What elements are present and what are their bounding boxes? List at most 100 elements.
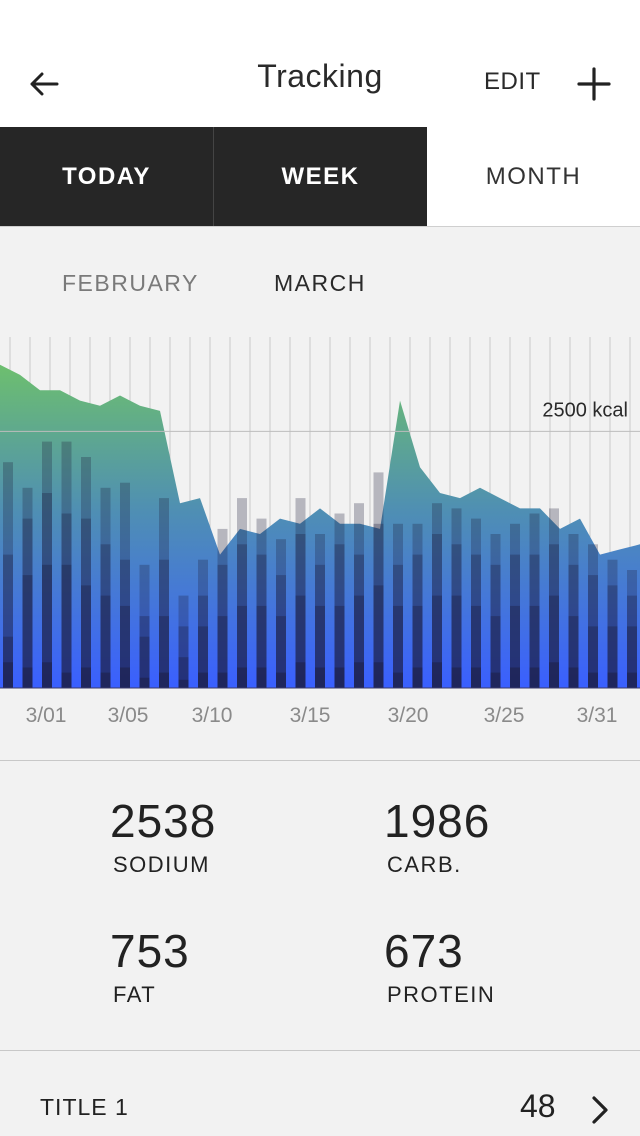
month-march[interactable]: MARCH <box>274 270 366 296</box>
bar <box>354 595 364 688</box>
bar <box>100 672 111 688</box>
bar <box>315 667 325 688</box>
bar <box>529 554 540 688</box>
x-tick-label: 3/05 <box>107 704 149 727</box>
bar <box>529 513 540 688</box>
bar <box>490 534 501 688</box>
bar <box>276 539 286 688</box>
bar <box>627 595 637 688</box>
bar <box>412 523 423 688</box>
bar <box>471 518 481 688</box>
tab-month[interactable]: MONTH <box>427 127 640 226</box>
bar <box>139 564 150 688</box>
bar <box>120 559 130 688</box>
bar <box>334 667 345 688</box>
bar <box>42 441 52 688</box>
bar <box>237 667 247 688</box>
bar <box>334 605 345 688</box>
bar <box>568 667 579 688</box>
reference-line-label: 2500 kcal <box>542 399 628 421</box>
bar <box>471 554 481 688</box>
bar <box>471 605 481 688</box>
bar <box>568 534 579 688</box>
month-february[interactable]: FEBRUARY <box>62 270 199 296</box>
list-item-title: TITLE 1 <box>40 1094 129 1120</box>
bar <box>81 518 91 688</box>
bar <box>3 662 13 688</box>
bar <box>393 523 403 688</box>
tab-week[interactable]: WEEK <box>213 127 427 226</box>
bar <box>178 626 189 688</box>
bar <box>198 559 208 688</box>
back-button[interactable] <box>22 62 66 106</box>
x-tick-label: 3/10 <box>191 704 233 727</box>
bar <box>256 554 267 688</box>
bar <box>295 534 306 688</box>
bar <box>373 523 384 688</box>
period-tabs: TODAY WEEK MONTH <box>0 127 640 227</box>
bar <box>159 672 169 688</box>
edit-button[interactable]: EDIT <box>484 68 541 95</box>
list-item-value: 48 <box>520 1088 556 1124</box>
stat-fat-value: 753 <box>110 925 190 977</box>
bar <box>120 667 130 688</box>
calorie-chart: 2500 kcal <box>0 337 640 689</box>
stat-sodium-value: 2538 <box>110 795 217 847</box>
stat-protein: 673 PROTEIN <box>384 924 495 1008</box>
bar <box>42 493 52 688</box>
bar <box>568 616 579 688</box>
plus-icon <box>577 67 611 101</box>
bar <box>373 585 384 688</box>
bar <box>588 544 598 688</box>
stat-carb-label: CARB. <box>387 852 462 877</box>
bar <box>510 667 520 688</box>
stat-sodium: 2538 SODIUM <box>110 794 216 878</box>
bar <box>412 605 423 688</box>
bar <box>393 672 403 688</box>
calorie-area-series <box>0 364 640 688</box>
bar <box>295 595 306 688</box>
bar <box>276 575 286 688</box>
bar <box>198 626 208 688</box>
bar <box>3 462 13 688</box>
bar <box>393 605 403 688</box>
bar <box>412 554 423 688</box>
bar <box>627 570 637 688</box>
bar <box>22 487 33 688</box>
x-tick-label: 3/15 <box>289 704 331 727</box>
bar <box>490 564 501 688</box>
divider <box>0 1050 640 1051</box>
bar <box>451 667 462 688</box>
bar <box>627 626 637 688</box>
bar <box>42 662 52 688</box>
bar <box>159 498 169 688</box>
bar <box>217 672 228 688</box>
bar <box>22 518 33 688</box>
bar <box>139 636 150 688</box>
bar <box>22 667 33 688</box>
bar <box>334 513 345 688</box>
bar <box>315 605 325 688</box>
bar <box>549 595 559 688</box>
bar <box>256 667 267 688</box>
add-button[interactable] <box>572 62 616 106</box>
bar <box>315 564 325 688</box>
bar <box>334 544 345 688</box>
stat-carb: 1986 CARB. <box>384 794 490 878</box>
bar <box>451 595 462 688</box>
bar <box>178 657 189 688</box>
bar <box>432 595 442 688</box>
stat-fat-label: FAT <box>113 982 157 1007</box>
bar <box>412 667 423 688</box>
stat-protein-label: PROTEIN <box>387 982 496 1007</box>
bar <box>198 595 208 688</box>
bar <box>61 513 72 688</box>
bar <box>217 528 228 688</box>
bar <box>120 605 130 688</box>
bar <box>471 667 481 688</box>
list-item[interactable]: TITLE 1 48 <box>0 1052 640 1136</box>
x-axis-labels: 3/01 3/05 3/10 3/15 3/20 3/25 3/31 <box>0 700 640 734</box>
bar <box>256 605 267 688</box>
tab-today[interactable]: TODAY <box>0 127 213 226</box>
bar <box>373 472 384 688</box>
